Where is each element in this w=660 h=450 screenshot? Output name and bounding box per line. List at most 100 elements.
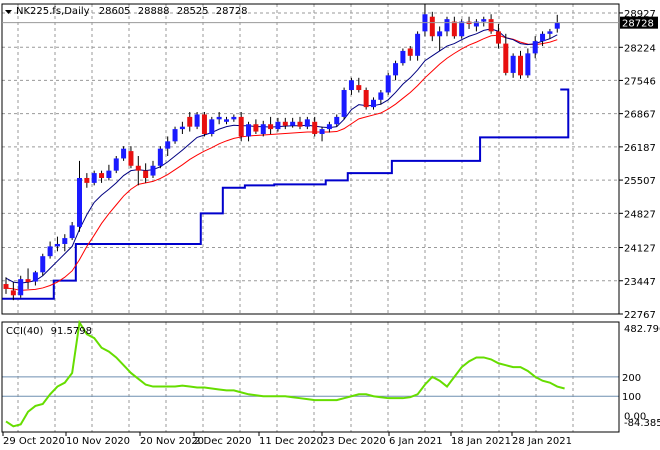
candle-body	[143, 170, 149, 178]
candles	[3, 4, 560, 301]
ohlc-open: 28605	[99, 6, 131, 17]
candle-body	[253, 124, 259, 132]
candle-body	[371, 99, 376, 108]
ema-fast-line	[5, 28, 558, 284]
x-tick-label: 18 Jan 2021	[451, 436, 511, 447]
header-separator: ,	[61, 6, 64, 17]
cci-current-value: 91.5798	[51, 326, 92, 337]
candle-body	[69, 225, 75, 239]
cci-indicator-name: CCI(40)	[6, 326, 44, 337]
candle-body	[481, 19, 487, 22]
candle-body	[150, 165, 156, 176]
y-tick-label: 28224	[624, 43, 656, 54]
candle-body	[201, 114, 207, 135]
support-line-path	[2, 88, 570, 300]
candle-body	[99, 173, 105, 178]
x-tick-label: 29 Oct 2020	[3, 436, 65, 447]
candle-body	[47, 246, 53, 257]
candle-body	[224, 119, 229, 122]
candle-body	[518, 55, 523, 76]
cci-tick-label: -84.3857	[624, 418, 660, 429]
candle-body	[547, 31, 553, 34]
candle-body	[238, 116, 244, 137]
candle-body	[10, 290, 16, 296]
candle-body	[319, 129, 325, 135]
candle-body	[393, 63, 399, 76]
ema-slow-path	[5, 34, 558, 291]
cci-path	[5, 319, 565, 428]
candle-body	[437, 31, 443, 37]
x-tick-label: 28 Jan 2021	[512, 436, 572, 447]
candle-body	[312, 121, 318, 135]
candle-body	[363, 90, 369, 108]
candle-body	[209, 119, 215, 135]
y-tick-label: 25507	[624, 176, 656, 187]
y-tick-label: 24127	[624, 244, 656, 255]
cci-axis: 482.7966 200 100 0.00-84.3857	[622, 324, 660, 429]
y-tick-label: 23447	[624, 277, 656, 288]
candle-body	[3, 284, 9, 289]
candle-body	[135, 165, 141, 171]
cci-panel-grid	[2, 322, 619, 432]
ema-fast-path	[5, 28, 558, 284]
current-price-tag	[620, 16, 658, 29]
candle-body	[444, 19, 450, 32]
ohlc-high: 28888	[138, 6, 170, 17]
cci-tick-label: 100	[622, 392, 641, 403]
candle-body	[525, 53, 531, 76]
y-tick-label: 28927	[624, 9, 656, 20]
candle-body	[113, 158, 119, 171]
candle-body	[268, 124, 274, 130]
candle-body	[260, 124, 266, 135]
x-tick-label: 11 Dec 2020	[259, 436, 323, 447]
cci-line	[5, 319, 565, 428]
candle-body	[32, 272, 38, 282]
x-tick-label: 10 Nov 2020	[66, 436, 130, 447]
candle-body	[473, 21, 479, 27]
ohlc-low: 28525	[177, 6, 209, 17]
candle-body	[62, 238, 68, 244]
candle-body	[275, 121, 281, 130]
candle-body	[495, 31, 501, 44]
ema-slow-line	[5, 34, 558, 291]
candle-body	[290, 121, 296, 126]
candle-body	[106, 170, 112, 178]
price-axis: 28927 28224 27546 26867 26187 25507 24827 24127…	[619, 9, 656, 321]
candle-body	[179, 126, 185, 130]
x-tick-label: 20 Nov 2020	[140, 436, 204, 447]
x-tick-label: 2 Dec 2020	[194, 436, 252, 447]
candle-body	[231, 116, 237, 120]
candle-body	[297, 121, 303, 127]
candle-body	[385, 75, 391, 93]
candle-body	[348, 80, 354, 91]
candle-body	[77, 177, 82, 227]
candle-body	[554, 22, 560, 29]
candle-body	[157, 148, 163, 166]
y-tick-label: 27546	[624, 76, 656, 87]
candle-body	[40, 256, 46, 273]
current-price-label: 28728	[622, 19, 654, 30]
cci-tick-label: 200	[622, 373, 641, 384]
candle-body	[540, 33, 546, 42]
main-panel-frame	[1, 3, 620, 315]
candle-body	[488, 19, 494, 32]
y-tick-label: 26187	[624, 143, 656, 154]
support-line	[2, 88, 570, 300]
candle-body	[216, 116, 222, 120]
x-tick-label: 6 Jan 2021	[389, 436, 443, 447]
candle-body	[407, 48, 413, 56]
candle-body	[334, 116, 340, 125]
candle-body	[18, 279, 24, 296]
y-tick-label: 24827	[624, 209, 656, 220]
candle-body	[326, 124, 332, 130]
candle-body	[128, 151, 134, 166]
candle-body	[400, 50, 406, 64]
candle-body	[194, 114, 200, 127]
chevron-down-icon[interactable]	[5, 10, 12, 14]
candle-body	[25, 279, 31, 283]
candle-body	[503, 43, 509, 73]
chart-header: NK225.fs,Daily 28605 28888 28525 28728	[16, 6, 248, 17]
candle-body	[121, 148, 127, 159]
timeframe: Daily	[64, 6, 89, 17]
candle-body	[304, 119, 310, 127]
